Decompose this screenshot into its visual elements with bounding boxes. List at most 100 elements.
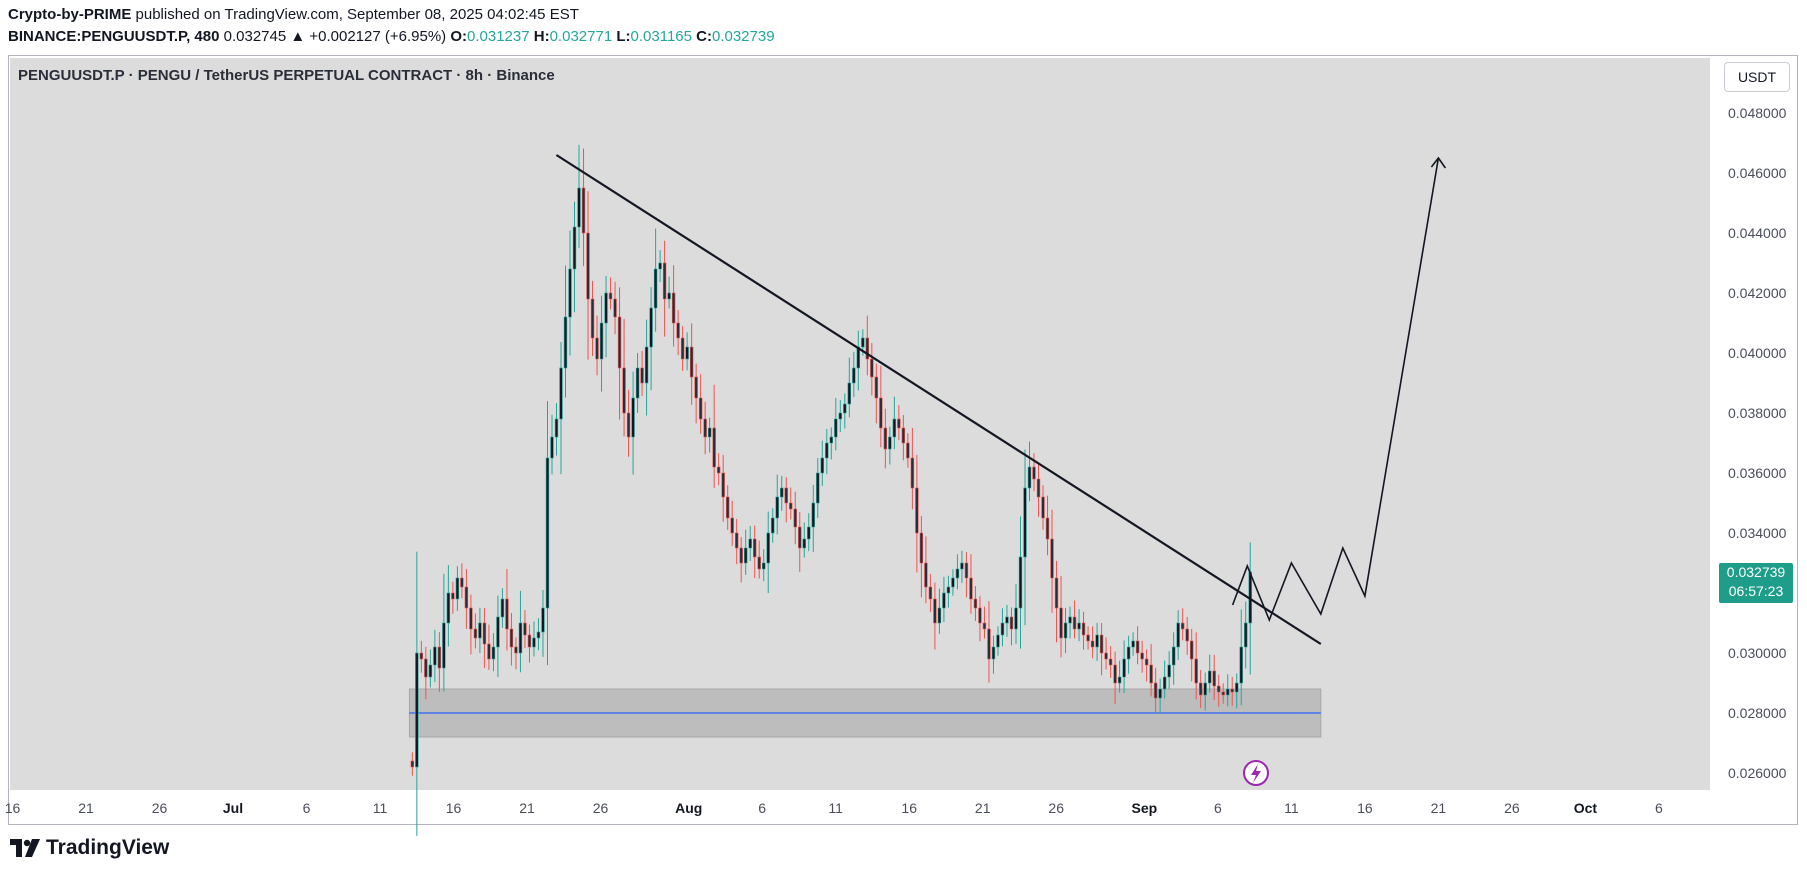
candle-body [608, 292, 613, 300]
candle-body [771, 517, 775, 534]
y-axis-tick-label: 0.044000 [1728, 225, 1787, 241]
candle-body [847, 382, 852, 405]
candle-body [1126, 646, 1131, 660]
x-axis-tick-label: 16 [1357, 800, 1373, 816]
tradingview-logo[interactable]: TradingView [10, 836, 169, 860]
candle-body [559, 367, 563, 420]
candle-body [730, 517, 734, 534]
candle-body [1086, 634, 1090, 642]
candle-body [662, 262, 667, 300]
candle-body [545, 457, 550, 609]
candle-body [671, 292, 676, 324]
candle-body [789, 502, 793, 510]
candle-body [419, 652, 424, 660]
candle-body [807, 526, 811, 540]
candle-body [991, 646, 996, 660]
candle-body [1054, 577, 1059, 609]
candle-body [586, 232, 590, 300]
last-price: 0.032745 [223, 28, 287, 45]
brand-name: TradingView [46, 836, 170, 859]
candle-body [811, 502, 815, 528]
candle-body [955, 568, 960, 579]
candle-body [762, 562, 766, 570]
candle-body [716, 466, 721, 474]
candle-body [487, 643, 491, 660]
candle-body [568, 268, 572, 318]
candle-body [1050, 538, 1054, 579]
candle-body [1185, 628, 1189, 642]
candle-body [892, 418, 897, 438]
candle-body [1235, 682, 1239, 693]
candle-body [888, 436, 892, 450]
candle-body [518, 622, 523, 654]
descending-trendline [555, 154, 1322, 645]
candle-body [550, 436, 554, 459]
candle-body [541, 607, 545, 633]
candle-body [685, 346, 689, 360]
candle-body [1226, 688, 1230, 696]
candle-body [987, 628, 991, 660]
symbol-label: BINANCE:PENGUUSDT.P, 480 [8, 28, 220, 45]
x-axis-tick-label: Jul [223, 800, 243, 816]
candle-body [563, 316, 568, 369]
change-value: ▲ +0.002127 (+6.95%) [290, 28, 447, 45]
candle-body [644, 346, 649, 384]
candle-body [509, 628, 514, 648]
candle-body [1090, 640, 1095, 648]
candle-body [500, 598, 505, 618]
high-label: H: [533, 28, 550, 45]
candle-body [802, 538, 806, 549]
open-label: O: [450, 28, 468, 45]
candle-body [1036, 478, 1041, 498]
candle-body [658, 262, 662, 270]
candle-body [766, 532, 770, 564]
candle-body [703, 418, 707, 438]
candle-body [780, 487, 784, 498]
x-axis-tick-label: 6 [1214, 800, 1222, 816]
candle-body [622, 367, 626, 414]
candle-body [631, 397, 635, 438]
candle-body [757, 556, 761, 570]
open-value: 0.031237 [467, 28, 530, 45]
x-axis-tick-label: 16 [446, 800, 462, 816]
candle-body [433, 646, 437, 666]
x-axis-tick-label: 16 [901, 800, 917, 816]
candle-body [1000, 622, 1005, 636]
candle-body [1171, 646, 1176, 666]
candle-body [1045, 517, 1050, 540]
candle-body [793, 508, 797, 528]
candle-body [834, 418, 838, 438]
candle-body [1244, 622, 1248, 648]
candle-body [1153, 682, 1158, 699]
candle-body [1095, 634, 1099, 648]
y-axis-tick-label: 0.040000 [1728, 345, 1787, 361]
candle-body [1230, 688, 1234, 693]
candle-body [635, 367, 640, 399]
candle-body [865, 337, 870, 360]
candle-body [883, 427, 888, 450]
candle-body [680, 337, 685, 360]
candle-body [910, 457, 915, 489]
x-axis-tick-label: 6 [1655, 800, 1663, 816]
candle-body [707, 427, 712, 438]
candle-body [415, 652, 419, 768]
author-name[interactable]: Crypto-by-PRIME [8, 6, 132, 23]
candle-body [478, 622, 482, 639]
candle-body [1099, 634, 1104, 654]
candle-body [915, 487, 919, 534]
candle-body [951, 577, 955, 588]
candle-body [473, 628, 478, 639]
candle-body [482, 622, 487, 645]
candle-body [852, 367, 856, 384]
candle-body [464, 586, 469, 609]
x-axis-tick-label: 11 [828, 800, 843, 816]
candle-body [1117, 676, 1122, 684]
price-tag-countdown: 06:57:23 [1728, 583, 1784, 599]
y-axis-tick-label: 0.048000 [1728, 105, 1787, 121]
candle-body [753, 538, 757, 558]
currency-button[interactable]: USDT [1724, 62, 1790, 92]
candle-body [973, 598, 978, 609]
candle-body [924, 562, 928, 588]
projection-path [1231, 157, 1440, 623]
